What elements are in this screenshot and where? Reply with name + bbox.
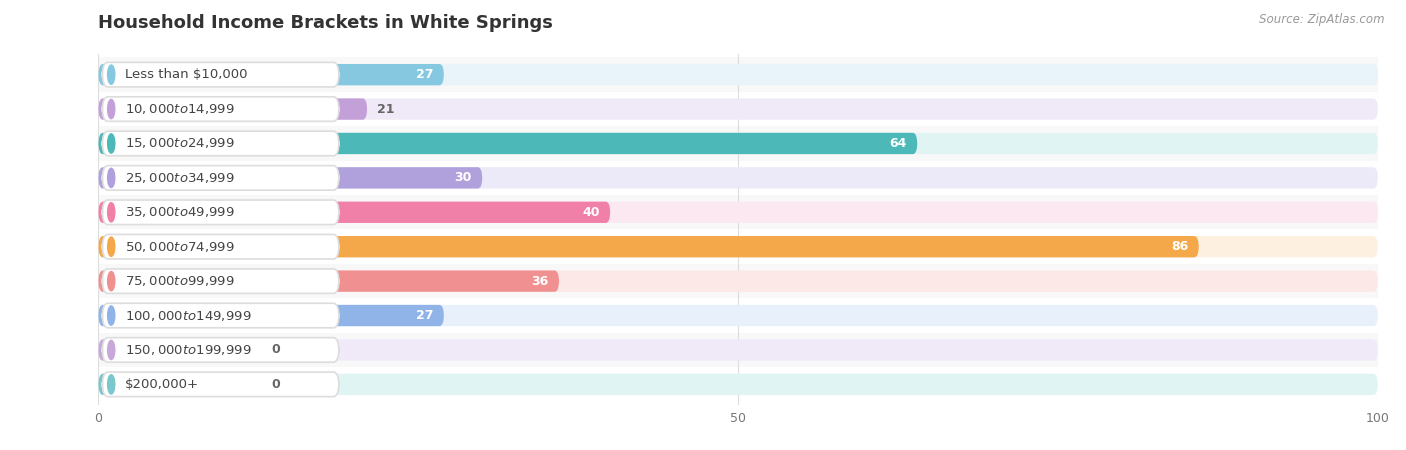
- FancyBboxPatch shape: [98, 374, 252, 395]
- FancyBboxPatch shape: [98, 339, 252, 360]
- Circle shape: [108, 237, 115, 256]
- Text: $25,000 to $34,999: $25,000 to $34,999: [125, 171, 235, 185]
- Bar: [98, 58, 1378, 92]
- FancyBboxPatch shape: [103, 303, 339, 328]
- Text: 36: 36: [531, 274, 548, 288]
- Circle shape: [108, 375, 115, 394]
- Text: 30: 30: [454, 171, 472, 184]
- Bar: [98, 92, 1378, 126]
- FancyBboxPatch shape: [103, 63, 339, 87]
- FancyBboxPatch shape: [98, 167, 1378, 189]
- Bar: [98, 230, 1378, 264]
- FancyBboxPatch shape: [98, 236, 1378, 257]
- Circle shape: [108, 306, 115, 325]
- Circle shape: [108, 65, 115, 84]
- Bar: [98, 367, 1378, 401]
- FancyBboxPatch shape: [98, 374, 1378, 395]
- Bar: [98, 264, 1378, 298]
- FancyBboxPatch shape: [98, 305, 1378, 326]
- Bar: [98, 195, 1378, 230]
- Text: $100,000 to $149,999: $100,000 to $149,999: [125, 309, 252, 323]
- FancyBboxPatch shape: [98, 133, 917, 154]
- FancyBboxPatch shape: [103, 97, 339, 122]
- Circle shape: [108, 202, 115, 222]
- FancyBboxPatch shape: [98, 202, 610, 223]
- Circle shape: [108, 168, 115, 188]
- Bar: [98, 333, 1378, 367]
- Text: 40: 40: [582, 206, 600, 219]
- Bar: [98, 298, 1378, 333]
- FancyBboxPatch shape: [98, 270, 1378, 292]
- Text: $150,000 to $199,999: $150,000 to $199,999: [125, 343, 252, 357]
- Text: 27: 27: [416, 309, 433, 322]
- Bar: [98, 161, 1378, 195]
- Circle shape: [108, 134, 115, 153]
- Circle shape: [108, 340, 115, 360]
- FancyBboxPatch shape: [98, 64, 1378, 86]
- FancyBboxPatch shape: [103, 131, 339, 156]
- Text: 21: 21: [377, 103, 395, 116]
- FancyBboxPatch shape: [98, 64, 444, 86]
- FancyBboxPatch shape: [98, 133, 1378, 154]
- Bar: [98, 126, 1378, 161]
- FancyBboxPatch shape: [98, 339, 1378, 360]
- Text: 64: 64: [890, 137, 907, 150]
- Text: 27: 27: [416, 68, 433, 81]
- FancyBboxPatch shape: [103, 372, 339, 396]
- Text: 0: 0: [271, 343, 280, 356]
- FancyBboxPatch shape: [98, 167, 482, 189]
- FancyBboxPatch shape: [103, 234, 339, 259]
- Text: Household Income Brackets in White Springs: Household Income Brackets in White Sprin…: [98, 14, 554, 32]
- Text: Less than $10,000: Less than $10,000: [125, 68, 247, 81]
- Text: Source: ZipAtlas.com: Source: ZipAtlas.com: [1260, 14, 1385, 27]
- Text: $75,000 to $99,999: $75,000 to $99,999: [125, 274, 235, 288]
- Text: $50,000 to $74,999: $50,000 to $74,999: [125, 240, 235, 254]
- Text: 86: 86: [1171, 240, 1188, 253]
- FancyBboxPatch shape: [98, 99, 367, 120]
- FancyBboxPatch shape: [98, 305, 444, 326]
- Text: $35,000 to $49,999: $35,000 to $49,999: [125, 205, 235, 219]
- FancyBboxPatch shape: [98, 236, 1199, 257]
- FancyBboxPatch shape: [103, 200, 339, 225]
- Text: $200,000+: $200,000+: [125, 378, 200, 391]
- FancyBboxPatch shape: [98, 202, 1378, 223]
- FancyBboxPatch shape: [103, 338, 339, 362]
- Text: $15,000 to $24,999: $15,000 to $24,999: [125, 136, 235, 150]
- FancyBboxPatch shape: [98, 270, 560, 292]
- FancyBboxPatch shape: [103, 166, 339, 190]
- Circle shape: [108, 271, 115, 291]
- Text: 0: 0: [271, 378, 280, 391]
- Text: $10,000 to $14,999: $10,000 to $14,999: [125, 102, 235, 116]
- FancyBboxPatch shape: [98, 99, 1378, 120]
- FancyBboxPatch shape: [103, 269, 339, 293]
- Circle shape: [108, 99, 115, 119]
